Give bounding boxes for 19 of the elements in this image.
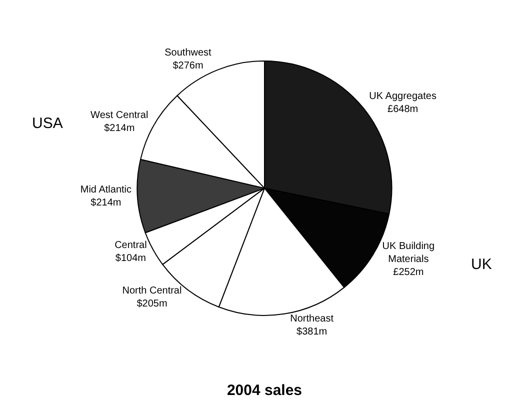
slice-label: UK Aggregates xyxy=(369,91,436,102)
data-label: $381m xyxy=(296,326,328,338)
text: USA xyxy=(32,115,63,132)
slice-label: Northeast xyxy=(290,314,334,325)
slice-label: West Central xyxy=(90,110,148,121)
slice-label: Mid Atlantic xyxy=(80,184,132,196)
data-label: £648m xyxy=(388,104,418,116)
data-label: $205m xyxy=(136,298,168,310)
data-label: $276m xyxy=(172,60,204,72)
data-label: $104m xyxy=(115,252,146,264)
data-label: $214m xyxy=(90,197,122,208)
data-label: $214m xyxy=(104,122,135,134)
slice-label: North Central xyxy=(122,285,182,296)
slice-label: UK Building Materials xyxy=(382,241,435,266)
text: UK xyxy=(471,256,492,273)
text: 2004 sales xyxy=(226,382,302,400)
slice-label: Southwest xyxy=(164,48,212,59)
slice-label: Central xyxy=(114,240,147,251)
data-label: £252m xyxy=(393,267,424,278)
